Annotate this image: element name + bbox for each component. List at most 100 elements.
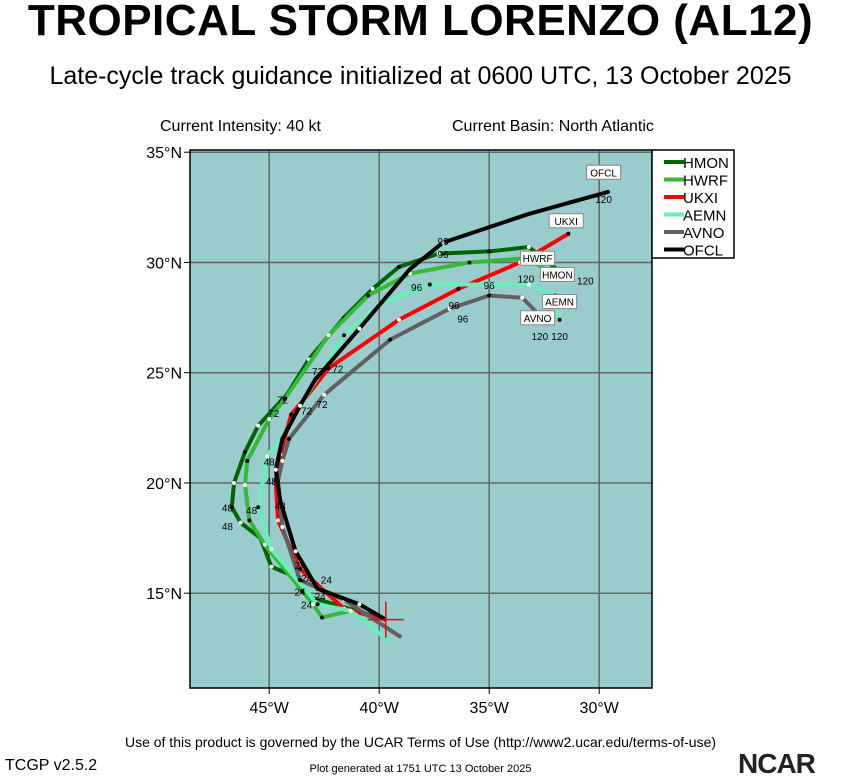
model-label-group: HWRF [520,250,556,266]
model-label-box [539,266,575,282]
forecast-hour-label-group: 72 [301,407,313,418]
legend-label: AEMN [683,208,726,225]
chart-subtitle: Late-cycle track guidance initialized at… [49,62,792,90]
model-label-group: OFCL [586,164,622,180]
track-point-aemn [557,317,562,322]
model-label-box [520,310,556,326]
track-point-ofcl [278,498,283,503]
forecast-hour-label: 48 [264,457,276,468]
track-point-hwrf [326,333,331,338]
forecast-hour-label: 120 [551,332,568,343]
forecast-hour-label: 24 [294,587,306,598]
map-background [190,150,652,688]
track-point-aemn [315,602,320,607]
forecast-hour-label: 72 [316,400,328,411]
track-point-avno [322,392,327,397]
track-point-hmon [370,286,375,291]
forecast-hour-label-group: 120 [517,274,534,285]
track-point-ukxi [397,317,401,322]
track-point-ofcl [315,586,320,591]
track-point-hwrf [320,615,324,620]
forecast-hour-label-group: 120 [531,332,548,343]
ncar-logo: NCAR [738,748,816,779]
model-end-label: AEMN [545,298,574,309]
model-label-group: AEMN [542,294,578,310]
x-tick-label: 40°W [360,700,400,717]
track-point-aemn [348,608,353,613]
model-end-label: HWRF [523,254,553,265]
y-tick-label: 30°N [146,255,182,272]
legend-label: UKXI [683,190,718,207]
track-point-hwrf [262,542,267,547]
track-point-ofcl [441,240,445,245]
track-point-avno [487,293,492,298]
track-point-ofcl [408,267,412,272]
forecast-hour-label: 72 [332,365,344,376]
forecast-hour-label-group: 48 [222,504,234,515]
track-point-ofcl [293,549,298,554]
track-point-hmon [229,505,234,510]
model-label-group: AVNO [520,310,556,326]
forecast-hour-label-group: 96 [484,281,496,292]
track-point-hmon [256,423,261,428]
model-end-label: UKXI [555,217,578,228]
legend-box [651,149,735,259]
track-point-hmon [436,251,441,256]
track-point-hwrf [366,293,371,298]
track-point-aemn [256,505,261,510]
track-point-ofcl [273,467,278,472]
track-point-hmon [397,264,401,269]
track-point-aemn [526,282,531,287]
track-point-hwrf [467,260,472,265]
forecast-hour-label-group: 24 [294,561,306,572]
legend-label: HWRF [683,173,728,190]
forecast-hour-label-group: 96 [457,314,469,325]
chart-title: TROPICAL STORM LORENZO (AL12) [27,0,814,45]
track-point-hwrf [245,458,250,463]
forecast-hour-label: 120 [531,332,548,343]
track-point-avno [287,436,291,441]
forecast-hour-label: 48 [222,522,234,533]
forecast-hour-label: 24 [321,576,333,587]
track-point-avno [520,295,525,300]
track-point-hwrf [282,397,287,402]
forecast-hour-label-group: 120 [551,332,568,343]
forecast-hour-label-group: 24 [301,601,313,612]
forecast-hour-label: 24 [315,592,327,603]
track-point-ukxi [289,412,294,417]
forecast-hour-label-group: 48 [264,457,276,468]
track-point-hmon [238,520,243,525]
forecast-hour-label: 96 [484,281,496,292]
plot-generated-text: Plot generated at 1751 UTC 13 October 20… [309,763,532,775]
forecast-hour-label-group: 96 [448,301,460,312]
forecast-hour-label-group: 24 [321,576,333,587]
track-point-ukxi [456,286,461,291]
track-point-ofcl [313,377,318,382]
track-point-hmon [232,480,236,485]
track-point-ofcl [606,189,610,194]
track-point-hwrf [243,483,247,488]
forecast-hour-label: 24 [301,601,313,612]
model-label-group: HMON [539,266,575,282]
forecast-hour-label-group: 72 [316,400,328,411]
forecast-hour-label: 96 [411,283,423,294]
forecast-hour-label-group: 72 [268,409,280,420]
track-point-ofcl [357,602,362,607]
forecast-hour-label: 72 [312,367,324,378]
forecast-hour-label-group: 72 [277,396,289,407]
track-point-aemn [265,454,269,459]
x-tick-label: 35°W [470,700,510,717]
forecast-hour-label-group: 96 [411,283,423,294]
track-point-hwrf [267,417,272,421]
track-point-aemn [269,547,274,552]
track-point-ukxi [566,231,571,236]
track-point-hmon [487,249,492,254]
forecast-hour-label-group: 120 [595,195,612,206]
track-ofcl [273,189,609,622]
forecast-hour-label: 24 [301,574,313,585]
forecast-hour-label: 96 [437,250,449,261]
track-point-avno [447,306,452,311]
forecast-hour-label: 96 [437,237,449,248]
y-tick-label: 35°N [146,145,182,162]
